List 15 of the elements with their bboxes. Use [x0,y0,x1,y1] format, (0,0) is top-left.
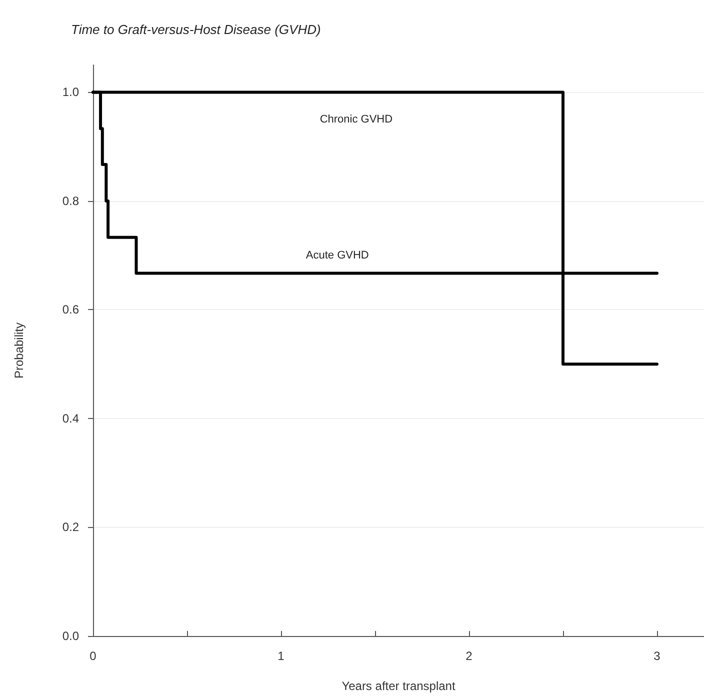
y-tick-label: 0.6 [62,302,80,317]
y-tick-label: 0.2 [62,520,80,534]
x-axis-title: Years after transplant [342,679,456,693]
x-tick-label: 0 [90,649,97,663]
series-label: Chronic GVHD [320,113,393,126]
x-tick-label: 2 [466,649,473,663]
chart-title: Time to Graft-versus-Host Disease (GVHD) [71,22,321,37]
y-tick-label: 0.0 [62,629,80,643]
x-tick-label: 1 [278,649,285,663]
x-tick-label: 3 [654,649,661,663]
series-label: Acute GVHD [306,249,369,262]
y-axis-title: Probability [12,322,26,379]
y-tick-label: 1.0 [62,85,80,100]
y-tick-label: 0.8 [62,194,80,208]
y-tick-label: 0.4 [62,411,80,426]
